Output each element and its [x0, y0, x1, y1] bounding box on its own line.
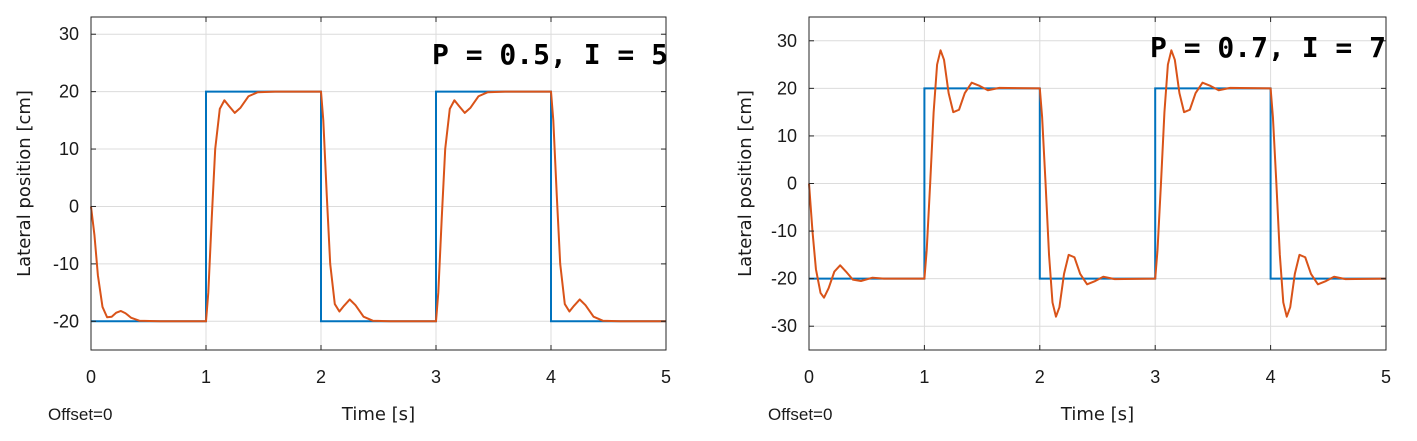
x-tick-label: 2 — [1035, 367, 1045, 387]
y-tick-label: 20 — [777, 78, 797, 98]
x-tick-label: 4 — [546, 367, 556, 387]
x-tick-label: 2 — [316, 367, 326, 387]
y-tick-label: -20 — [771, 269, 797, 289]
y-tick-label: 0 — [787, 174, 797, 194]
y-tick-label: 10 — [59, 139, 79, 159]
y-tick-label: 20 — [59, 82, 79, 102]
right-chart-panel: 0 1 2 3 4 5 -30 -20 -10 0 10 20 30 Time [s] Lateral po… — [735, 16, 1391, 425]
x-tick-label: 0 — [86, 367, 96, 387]
y-tick-label: -30 — [771, 316, 797, 336]
y-tick-label: 10 — [777, 126, 797, 146]
y-tick-label: 30 — [777, 31, 797, 51]
x-tick-label: 4 — [1266, 367, 1276, 387]
x-tick-label: 3 — [1150, 367, 1160, 387]
y-tick-label: 30 — [59, 24, 79, 44]
y-tick-label: -10 — [771, 221, 797, 241]
y-tick-label: 0 — [69, 196, 79, 216]
x-axis-label: Time [s] — [341, 404, 415, 425]
parameter-annotation: P = 0.5, I = 5 — [432, 38, 668, 71]
offset-label: Offset=0 — [48, 405, 112, 424]
plot-area-frame — [90, 16, 667, 351]
x-tick-label: 0 — [804, 367, 814, 387]
left-chart-panel: 0 1 2 3 4 5 -20 -10 0 10 20 30 Time [s] Lateral posit… — [14, 16, 671, 425]
response-signal-line — [808, 49, 1387, 318]
x-tick-label: 1 — [919, 367, 929, 387]
reference-signal-line — [809, 87, 1386, 280]
x-tick-label: 5 — [661, 367, 671, 387]
y-tick-label: -20 — [53, 311, 79, 331]
y-tick-label: -10 — [53, 254, 79, 274]
x-tick-label: 1 — [201, 367, 211, 387]
y-axis-label: Lateral position [cm] — [14, 90, 35, 277]
y-axis-label: Lateral position [cm] — [735, 90, 756, 277]
response-signal-line — [90, 90, 666, 323]
x-tick-label: 3 — [431, 367, 441, 387]
parameter-annotation: P = 0.7, I = 7 — [1150, 31, 1386, 64]
offset-label: Offset=0 — [768, 405, 832, 424]
x-axis-label: Time [s] — [1060, 404, 1134, 425]
x-tick-label: 5 — [1381, 367, 1391, 387]
